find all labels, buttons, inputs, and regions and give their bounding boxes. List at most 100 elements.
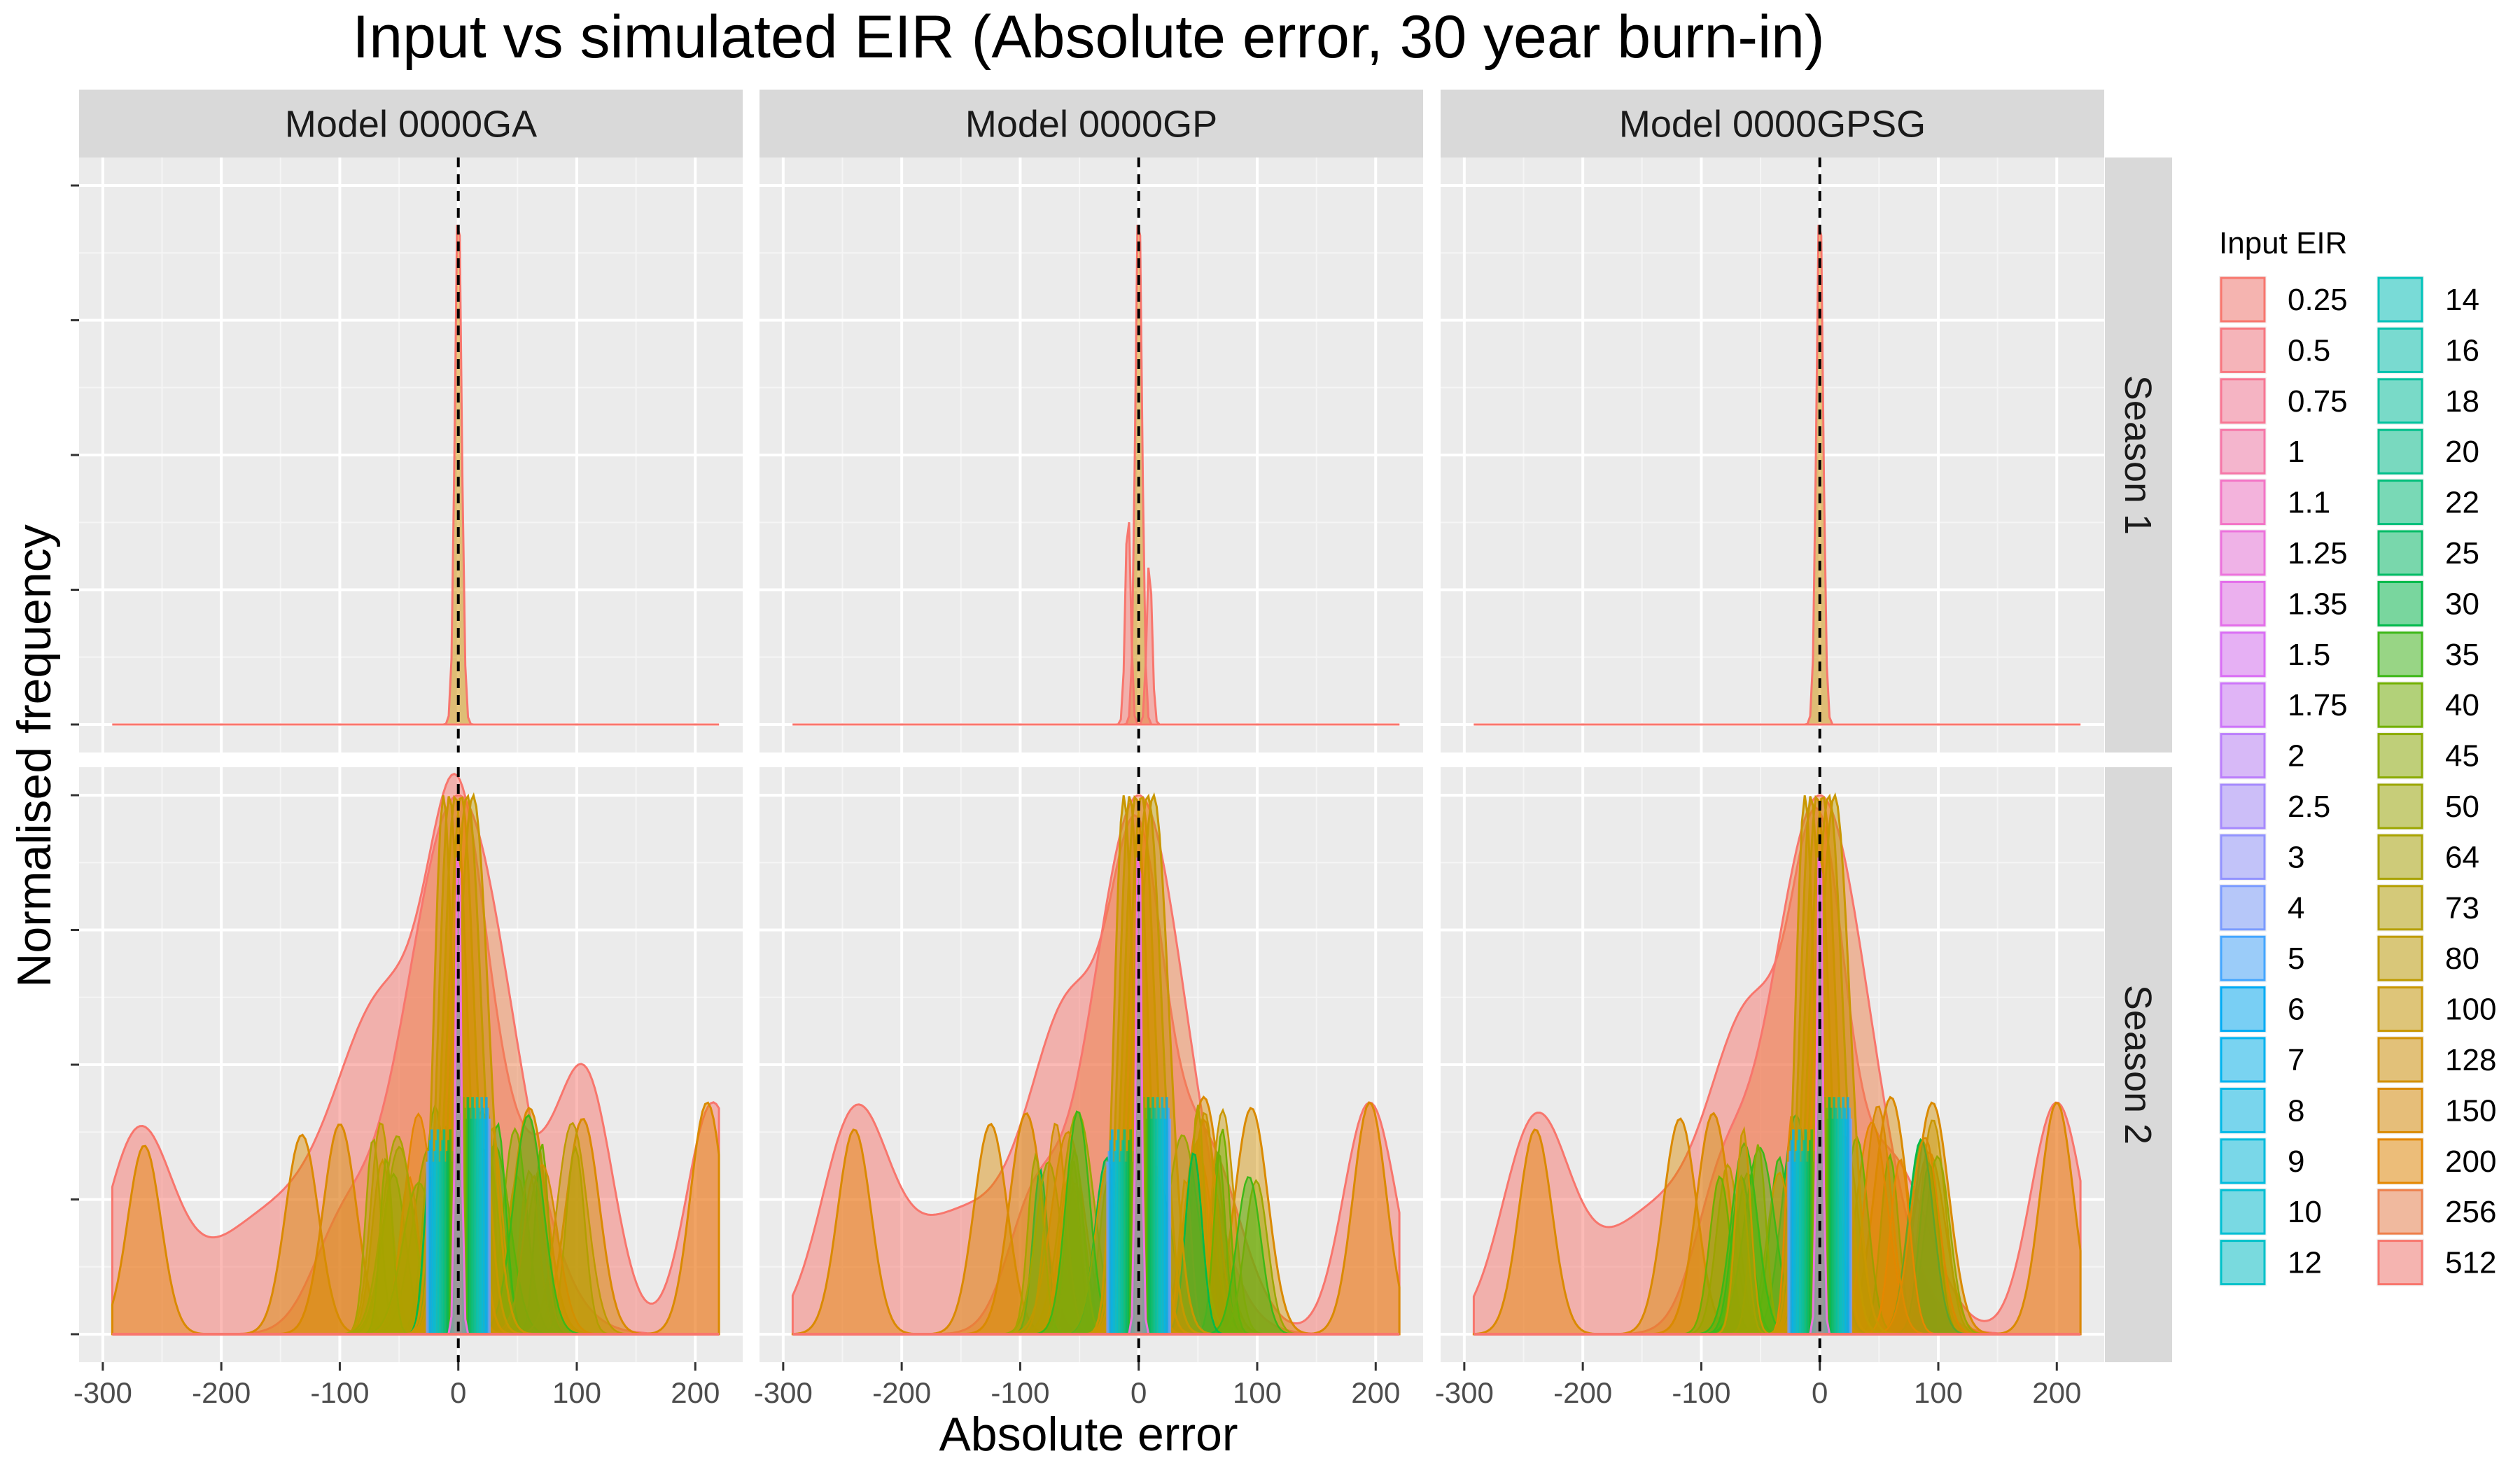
legend-key-swatch: [2220, 1189, 2266, 1235]
legend-label: 45: [2445, 739, 2479, 774]
density-band-low-eir: [1826, 1119, 1830, 1334]
density-band-low-eir: [482, 1107, 485, 1334]
density-band-low-eir: [479, 1119, 482, 1334]
panel-model-0000ga-season-2: [79, 767, 743, 1362]
legend-label: 64: [2445, 840, 2479, 874]
legend-label: 1.25: [2288, 536, 2348, 570]
legend-key-swatch: [2377, 327, 2423, 373]
density-band-low-eir: [1825, 1107, 1828, 1334]
legend-label: 16: [2445, 333, 2479, 368]
legend-label: 73: [2445, 891, 2479, 925]
density-band-low-eir: [427, 1151, 430, 1334]
legend-key-swatch: [2220, 783, 2266, 830]
density-band-low-eir: [1107, 1151, 1111, 1334]
legend-key-swatch: [2377, 682, 2423, 728]
density-band-low-eir: [445, 1151, 449, 1334]
density-band-low-eir: [477, 1107, 480, 1334]
x-tick-label: -100: [1672, 1376, 1730, 1409]
legend-key-swatch: [2220, 327, 2266, 373]
legend-title: Input EIR: [2219, 226, 2347, 260]
density-band-low-eir: [1145, 1119, 1149, 1334]
panel-model-0000gpsg-season-1: [1441, 158, 2104, 752]
legend-entry-2-5: 2.5: [2219, 783, 2330, 830]
legend-entry-200: 200: [2376, 1137, 2496, 1185]
legend-key-swatch: [2377, 479, 2423, 526]
legend-key-swatch: [2377, 986, 2423, 1032]
density-band-low-eir: [1152, 1097, 1154, 1334]
panel-model-0000ga-season-1: [79, 158, 743, 752]
density-band-low-eir: [1798, 1129, 1801, 1334]
legend-entry-5: 5: [2219, 934, 2304, 983]
density-band-low-eir: [1149, 1119, 1153, 1334]
density-band-low-eir: [1849, 1119, 1853, 1334]
legend-label: 0.75: [2288, 384, 2348, 419]
density-band-low-eir: [1154, 1119, 1158, 1334]
legend-label: 30: [2445, 587, 2479, 621]
legend-label: 8: [2288, 1093, 2304, 1128]
legend-key-swatch: [2377, 783, 2423, 830]
density-band-low-eir: [1106, 1161, 1110, 1334]
density-band-low-eir: [484, 1097, 488, 1334]
density-band-low-eir: [1161, 1097, 1164, 1334]
strip-season-2: Season 2: [2105, 767, 2172, 1362]
legend-entry-12: 12: [2219, 1238, 2322, 1287]
legend-key-swatch: [2377, 733, 2423, 779]
legend-key-swatch: [2377, 378, 2423, 424]
density-band-low-eir: [1121, 1140, 1125, 1334]
legend-entry-30: 30: [2376, 580, 2479, 628]
legend-key-swatch: [2377, 1240, 2423, 1286]
density-band-low-eir: [430, 1129, 433, 1334]
density-band-low-eir: [483, 1119, 486, 1334]
legend-entry-6: 6: [2219, 985, 2304, 1033]
strip-background: [79, 90, 743, 158]
legend-entry-256: 256: [2376, 1188, 2496, 1236]
legend-key-swatch: [2220, 1037, 2266, 1083]
legend-entry-4: 4: [2219, 883, 2304, 932]
legend-key-swatch: [2220, 1138, 2266, 1184]
density-band-low-eir: [1829, 1107, 1833, 1334]
density-band-low-eir: [432, 1161, 435, 1334]
x-tick-label: -200: [192, 1376, 251, 1409]
x-axes: -300 -200 -100 0 100 200 -300 -200 -100 0 100 200 -3…: [74, 1362, 2081, 1409]
legend-label: 12: [2288, 1246, 2322, 1280]
legend-key-swatch: [2220, 530, 2266, 576]
legend-entry-0-75: 0.75: [2219, 377, 2348, 425]
density-band-low-eir: [474, 1119, 477, 1334]
x-tick-label: -200: [872, 1376, 931, 1409]
density-band-low-eir: [1115, 1140, 1119, 1334]
density-band-low-eir: [1805, 1161, 1809, 1334]
density-band-low-eir: [444, 1161, 447, 1334]
legend-label: 2.5: [2288, 790, 2330, 824]
legend-entry-16: 16: [2376, 326, 2479, 374]
density-band-low-eir: [1153, 1107, 1156, 1334]
panel-model-0000gp-season-2: [760, 767, 1423, 1362]
strip-model-0000ga: Model 0000GA: [79, 90, 743, 158]
legend-label: 3: [2288, 840, 2304, 874]
legend-entry-9: 9: [2219, 1137, 2304, 1185]
x-tick-label: -300: [74, 1376, 132, 1409]
strip-background: [1441, 90, 2104, 158]
legend-entry-2: 2: [2219, 732, 2304, 780]
legend-label: 0.5: [2288, 333, 2330, 368]
legend-entry-73: 73: [2376, 883, 2479, 932]
legend-key-swatch: [2220, 631, 2266, 678]
density-band-low-eir: [1843, 1107, 1847, 1334]
legend-label: 4: [2288, 891, 2304, 925]
legend: Input EIR 0.25 0.5 0.75 1 1.1 1.25 1.35 1.5 1.75…: [2219, 226, 2496, 1287]
legend-key-swatch: [2220, 1240, 2266, 1286]
density-band-low-eir: [1791, 1129, 1795, 1334]
density-band-low-eir: [1156, 1097, 1159, 1334]
legend-key-swatch: [2220, 986, 2266, 1032]
density-band-low-eir: [475, 1097, 479, 1334]
legend-entry-150: 150: [2376, 1086, 2496, 1135]
density-band-low-eir: [435, 1140, 438, 1334]
density-band-low-eir: [1128, 1140, 1130, 1334]
x-tick-label: 100: [552, 1376, 601, 1409]
density-band-low-eir: [1147, 1097, 1150, 1334]
density-band-low-eir: [1163, 1119, 1167, 1334]
density-band-low-eir: [463, 1107, 466, 1334]
legend-entry-18: 18: [2376, 377, 2479, 425]
density-band-low-eir: [1157, 1107, 1161, 1334]
density-band-low-eir: [465, 1119, 468, 1334]
